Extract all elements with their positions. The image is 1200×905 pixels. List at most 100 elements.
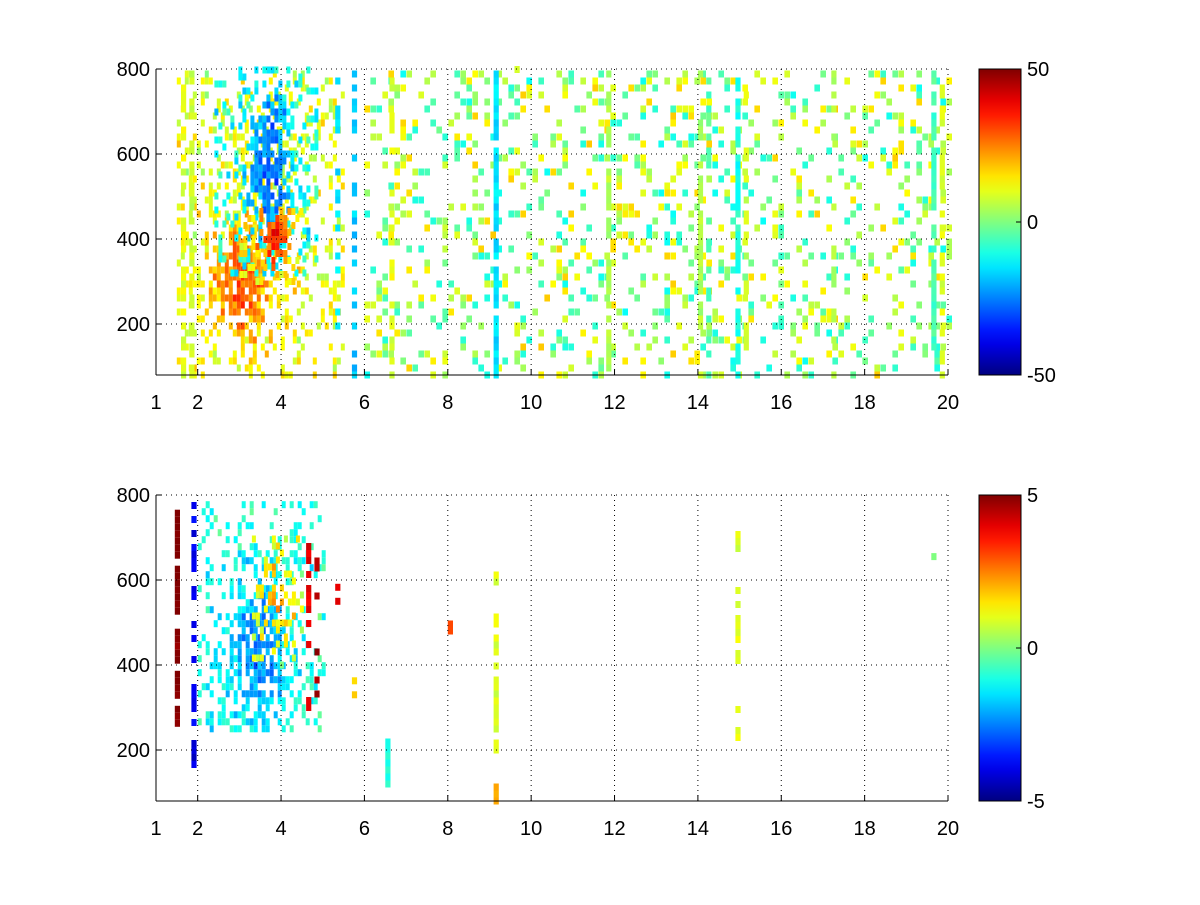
heatmap-cell (676, 231, 682, 239)
heatmap-cell (200, 357, 205, 365)
heatmap-cell (382, 147, 388, 155)
heatmap-cell (826, 315, 832, 323)
heatmap-cell (283, 229, 288, 236)
heatmap-cell (213, 662, 218, 670)
heatmap-cell (248, 294, 253, 302)
heatmap-cell (928, 280, 934, 288)
heatmap-cell (296, 98, 301, 106)
heatmap-cell (248, 252, 253, 260)
heatmap-cell (394, 217, 400, 225)
heatmap-cell (430, 119, 436, 127)
heatmap-cell (320, 315, 325, 323)
heatmap-cell (265, 697, 270, 705)
heatmap-cell (332, 154, 337, 162)
heatmap-cell (212, 210, 217, 218)
heatmap-cell (472, 350, 478, 358)
heatmap-cell (880, 77, 886, 85)
heatmap-cell (394, 84, 400, 92)
heatmap-cell (242, 178, 247, 186)
heatmap-cell (526, 266, 532, 274)
heatmap-cell (324, 161, 329, 169)
heatmap-cell (939, 210, 945, 218)
heatmap-cell (892, 245, 898, 253)
heatmap-cell (282, 241, 287, 249)
heatmap-cell (826, 273, 832, 281)
heatmap-cell (743, 280, 749, 288)
heatmap-cell (291, 264, 296, 271)
heatmap-cell (562, 336, 568, 344)
heatmap-cell (694, 77, 700, 85)
heatmap-cell (184, 168, 189, 176)
heatmap-cell (826, 308, 832, 316)
heatmap-cell (606, 140, 612, 148)
heatmap-cell (652, 322, 658, 330)
heatmap-cell (332, 98, 337, 106)
heatmap-cell (253, 690, 258, 698)
heatmap-cell (222, 255, 227, 263)
heatmap-cell (556, 70, 562, 78)
heatmap-cell (856, 231, 862, 239)
heatmap-cell (232, 189, 237, 197)
heatmap-cell (406, 329, 412, 337)
heatmap-cell (213, 620, 218, 628)
heatmap-cell (309, 697, 314, 705)
heatmap-cell (228, 224, 233, 232)
heatmap-cell (493, 105, 499, 113)
heatmap-cell (706, 287, 712, 295)
heatmap-cell (328, 133, 333, 141)
heatmap-cell (216, 182, 221, 190)
heatmap-cell (289, 711, 294, 719)
heatmap-cell (940, 140, 946, 148)
heatmap-cell (292, 168, 297, 176)
heatmap-cell (610, 259, 616, 267)
heatmap-cell (270, 136, 275, 144)
heatmap-cell (192, 266, 197, 274)
heatmap-cell (931, 231, 937, 239)
heatmap-cell (442, 315, 448, 323)
heatmap-cell (222, 101, 227, 109)
heatmap-cell (286, 150, 291, 158)
heatmap-cell (265, 669, 270, 677)
heatmap-cell (228, 308, 233, 316)
heatmap-cell (868, 70, 874, 78)
heatmap-cell (242, 199, 247, 207)
heatmap-cell (189, 217, 195, 225)
heatmap-cell (808, 252, 814, 260)
heatmap-cell (275, 619, 280, 627)
heatmap-cell (784, 280, 790, 288)
heatmap-cell (285, 613, 290, 621)
heatmap-cell (754, 140, 760, 148)
x-tick-label: 12 (603, 392, 625, 414)
heatmap-cell (238, 94, 243, 102)
heatmap-cell (922, 203, 928, 211)
heatmap-cell (748, 147, 754, 155)
heatmap-cell (240, 343, 245, 351)
heatmap-cell (314, 255, 319, 263)
heatmap-cell (278, 150, 283, 158)
heatmap-cell (418, 196, 424, 204)
heatmap-cell (586, 224, 592, 232)
heatmap-cell (234, 213, 239, 221)
heatmap-cell (832, 343, 838, 351)
heatmap-cell (712, 112, 718, 120)
heatmap-cell (616, 168, 622, 176)
heatmap-cell (916, 70, 922, 78)
heatmap-cell (550, 168, 556, 176)
heatmap-cell (261, 641, 266, 649)
heatmap-cell (310, 143, 315, 151)
heatmap-cell (400, 329, 406, 337)
heatmap-cell (274, 178, 279, 186)
heatmap-cell (196, 273, 201, 281)
heatmap-cell (748, 273, 754, 281)
heatmap-cell (290, 199, 295, 207)
heatmap-cell (273, 641, 278, 649)
heatmap-cell (305, 718, 310, 726)
heatmap-cell (224, 126, 229, 134)
heatmap-cell (241, 592, 246, 600)
heatmap-cell (302, 192, 307, 200)
heatmap-cell (271, 563, 276, 571)
heatmap-cell (697, 231, 704, 239)
heatmap-cell (275, 243, 280, 250)
heatmap-cell (700, 329, 706, 337)
heatmap-cell (778, 203, 784, 211)
